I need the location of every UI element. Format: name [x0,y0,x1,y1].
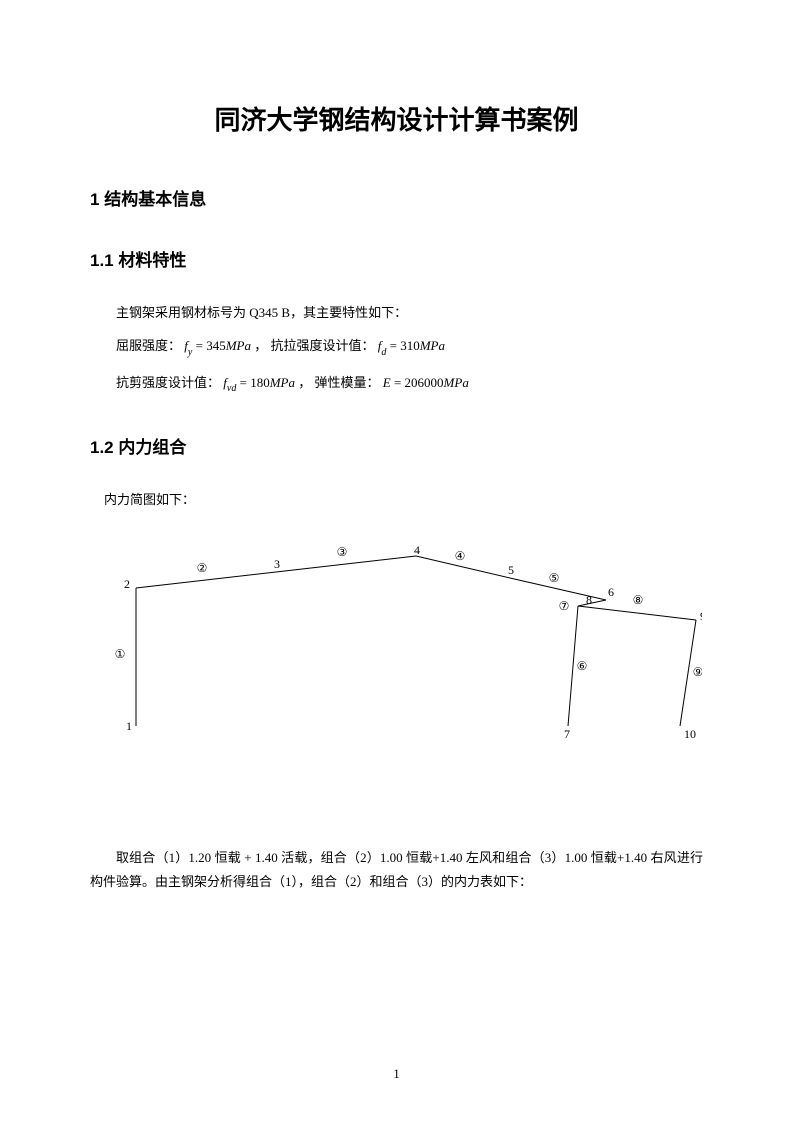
section-1-1-label: 材料特性 [118,251,186,270]
section-1-heading: 1 结构基本信息 [90,185,703,210]
svg-text:②: ② [197,561,208,575]
section-1-label: 结构基本信息 [104,190,206,209]
fy-eq: = [192,338,206,353]
svg-text:④: ④ [455,549,466,563]
svg-text:⑧: ⑧ [633,593,644,607]
fy-value: 345 [206,338,226,353]
page-number: 1 [0,1066,793,1082]
document-title: 同济大学钢结构设计计算书案例 [90,100,703,137]
material-intro-a: 主钢架采用钢材标号为 [116,305,249,320]
fy-unit: MPa [226,338,251,353]
combination-paragraph: 取组合（1）1.20 恒载 + 1.40 活载，组合（2）1.00 恒载+1.4… [90,846,703,895]
section-1-2-heading: 1.2 内力组合 [90,433,703,458]
sep2: ， [298,375,314,390]
tensile-label: 抗拉强度设计值： [270,338,374,353]
fd-eq: = [386,338,400,353]
section-1-1-num: 1.1 [90,251,114,270]
e-unit: MPa [444,375,469,390]
e-value: 206000 [405,375,444,390]
section-1-2-num: 1.2 [90,438,114,457]
force-intro: 内力简图如下： [104,486,703,513]
svg-text:3: 3 [274,557,280,571]
material-intro-b: ，其主要特性如下： [290,305,407,320]
yield-label: 屈服强度： [116,338,181,353]
sep1: ， [254,338,270,353]
fy-subscript: y [188,347,192,358]
svg-text:6: 6 [608,585,614,599]
steel-grade: Q345 B [249,305,290,320]
material-intro-line: 主钢架采用钢材标号为 Q345 B，其主要特性如下： [116,299,703,326]
e-eq: = [391,375,405,390]
svg-text:①: ① [115,647,126,661]
modulus-label: 弹性模量： [314,375,379,390]
shear-label: 抗剪强度设计值： [116,375,220,390]
svg-text:10: 10 [684,727,696,741]
fvd-subscript: vd [227,383,236,394]
e-symbol: E [383,375,391,390]
svg-text:7: 7 [564,727,570,741]
frame-svg: ① ② ③ ④ ⑤ ⑥ ⑦ ⑧ ⑨ 1 2 3 4 5 6 7 8 9 10 [90,546,702,746]
svg-text:4: 4 [414,546,420,557]
svg-text:8: 8 [586,593,592,607]
svg-text:⑤: ⑤ [549,571,560,585]
force-diagram: ① ② ③ ④ ⑤ ⑥ ⑦ ⑧ ⑨ 1 2 3 4 5 6 7 8 9 10 [90,546,703,746]
svg-text:③: ③ [337,546,348,559]
shear-modulus-line: 抗剪强度设计值： fvd = 180MPa ， 弹性模量： E = 206000… [116,369,703,400]
fd-subscript: d [381,347,386,358]
svg-text:9: 9 [700,609,702,623]
svg-text:⑥: ⑥ [577,659,588,673]
fvd-unit: MPa [270,375,295,390]
section-1-1-heading: 1.1 材料特性 [90,246,703,271]
section-1-2-label: 内力组合 [118,438,186,457]
section-1-num: 1 [90,190,99,209]
yield-tensile-line: 屈服强度： fy = 345MPa ， 抗拉强度设计值： fd = 310MPa [116,332,703,363]
svg-text:1: 1 [126,719,132,733]
fvd-value: 180 [250,375,270,390]
svg-text:⑨: ⑨ [693,665,702,679]
svg-text:2: 2 [124,577,130,591]
fd-unit: MPa [420,338,445,353]
fd-value: 310 [400,338,420,353]
svg-text:⑦: ⑦ [559,599,570,613]
svg-text:5: 5 [508,563,514,577]
fvd-eq: = [236,375,250,390]
